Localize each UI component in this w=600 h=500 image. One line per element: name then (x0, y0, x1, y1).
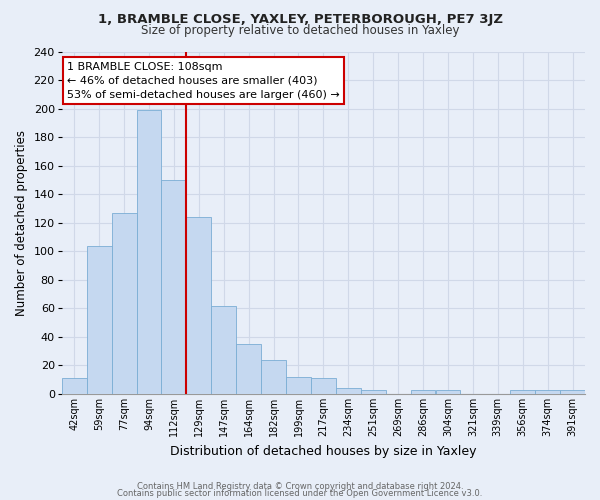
Bar (410, 390, 436, 394)
Bar (161, 180, 187, 394)
Text: Contains HM Land Registry data © Crown copyright and database right 2024.: Contains HM Land Registry data © Crown c… (137, 482, 463, 491)
Bar (361, 390, 386, 394)
Bar (211, 306, 236, 394)
Bar (336, 388, 361, 394)
Bar (86, 246, 112, 394)
Bar (436, 390, 460, 394)
Bar (62, 378, 86, 394)
Text: Size of property relative to detached houses in Yaxley: Size of property relative to detached ho… (141, 24, 459, 37)
Bar (311, 378, 336, 394)
Text: 1, BRAMBLE CLOSE, YAXLEY, PETERBOROUGH, PE7 3JZ: 1, BRAMBLE CLOSE, YAXLEY, PETERBOROUGH, … (97, 12, 503, 26)
Y-axis label: Number of detached properties: Number of detached properties (15, 130, 28, 316)
Bar (510, 390, 535, 394)
Bar (137, 110, 161, 394)
Bar (112, 213, 137, 394)
Text: 1 BRAMBLE CLOSE: 108sqm
← 46% of detached houses are smaller (403)
53% of semi-d: 1 BRAMBLE CLOSE: 108sqm ← 46% of detache… (67, 62, 340, 100)
Bar (261, 360, 286, 394)
Text: Contains public sector information licensed under the Open Government Licence v3: Contains public sector information licen… (118, 490, 482, 498)
Bar (535, 390, 560, 394)
X-axis label: Distribution of detached houses by size in Yaxley: Distribution of detached houses by size … (170, 444, 476, 458)
Bar (286, 377, 311, 394)
Bar (187, 217, 211, 394)
Bar (236, 344, 261, 394)
Bar (560, 390, 585, 394)
